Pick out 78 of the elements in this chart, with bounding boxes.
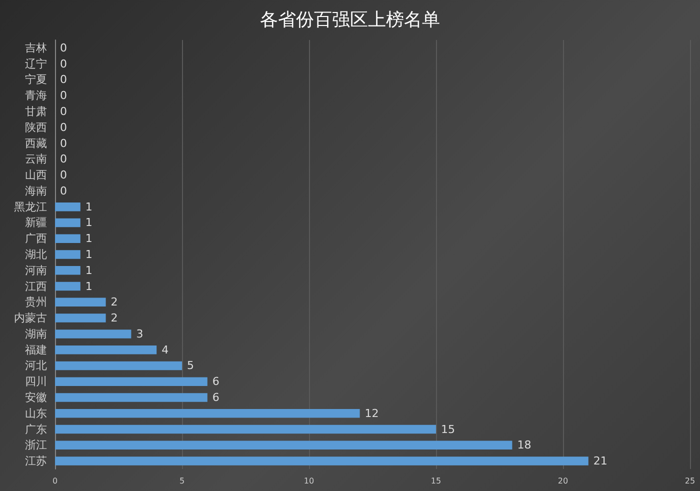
y-tick-label: 新疆 [25,216,47,230]
y-tick-label: 湖北 [25,248,47,261]
y-tick-label: 云南 [25,152,47,166]
data-label: 3 [136,327,144,340]
bar [55,250,80,259]
data-label: 0 [60,136,67,150]
data-label: 0 [60,120,67,134]
data-label: 2 [110,296,118,309]
data-label: 1 [85,200,92,214]
data-label: 2 [110,312,118,325]
y-tick-label: 海南 [25,184,47,198]
bar [55,234,80,243]
data-label: 5 [187,359,194,372]
bar [55,345,157,354]
y-tick-label: 山东 [25,406,47,420]
y-tick-label: 江西 [25,280,47,293]
data-label: 1 [85,232,92,246]
y-tick-label: 黑龙江 [14,200,47,214]
data-label: 12 [364,406,379,420]
data-label: 4 [162,343,169,356]
y-tick-label: 河南 [25,264,47,277]
data-label: 0 [60,184,67,198]
y-tick-label: 甘肃 [25,105,47,118]
bar [55,377,208,386]
x-tick-label: 10 [304,476,314,486]
data-label: 15 [441,422,455,436]
bar [55,314,106,322]
bar [55,202,80,212]
data-label: 1 [85,248,92,261]
data-label: 1 [85,216,92,230]
y-tick-label: 广西 [25,232,47,246]
y-tick-label: 广东 [25,422,47,436]
data-label: 6 [212,391,220,404]
bar [55,282,80,291]
x-tick-label: 20 [558,476,568,486]
y-tick-label: 辽宁 [25,57,47,70]
y-tick-label: 福建 [25,343,47,356]
data-label: 0 [60,105,67,118]
x-tick-label: 15 [430,476,442,486]
data-label: 0 [60,57,67,70]
bar [55,298,106,307]
chart-title: 各省份百强区上榜名单 [260,10,440,30]
data-label: 0 [60,41,67,54]
bar [55,393,208,402]
data-label: 1 [85,264,92,277]
y-tick-label: 浙江 [25,438,47,452]
y-tick-label: 内蒙古 [14,312,47,325]
data-label: 6 [212,375,220,388]
data-label: 18 [517,438,532,452]
y-tick-label: 青海 [25,89,47,102]
data-label: 0 [60,73,67,86]
data-label: 0 [60,168,67,182]
data-label: 0 [60,89,67,102]
y-tick-label: 宁夏 [25,73,47,86]
y-tick-label: 陕西 [25,120,47,134]
y-tick-label: 吉林 [25,41,47,54]
data-label: 1 [85,280,92,293]
bar [55,424,436,434]
bar [55,361,182,370]
bar [55,409,360,418]
bar [55,456,588,466]
y-tick-label: 四川 [25,375,47,388]
x-tick-label: 25 [684,476,696,486]
bar [55,330,132,338]
y-tick-label: 贵州 [25,296,47,309]
y-tick-label: 安徽 [25,391,47,404]
x-tick-label: 5 [179,476,185,486]
y-tick-label: 山西 [25,168,47,182]
bar [55,440,512,450]
data-label: 0 [60,152,67,166]
y-tick-label: 西藏 [25,136,47,150]
y-tick-label: 江苏 [25,454,47,468]
x-tick-label: 0 [52,476,58,486]
bar [55,218,80,228]
data-label: 21 [593,454,608,468]
y-tick-label: 湖南 [25,327,47,340]
y-tick-label: 河北 [25,359,47,372]
bar [55,266,80,275]
